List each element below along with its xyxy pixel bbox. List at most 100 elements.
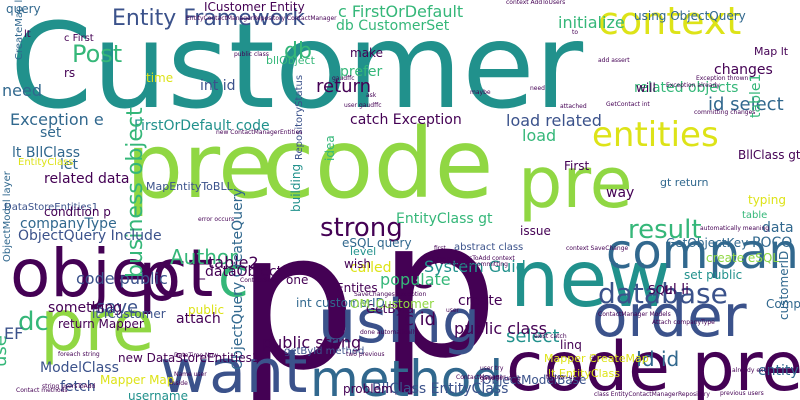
word-first: First	[564, 159, 590, 173]
word-set: set	[40, 125, 62, 141]
word-objectquery-createquery: ObjectQuery CreateQuery	[230, 188, 246, 370]
word-ef: EF	[4, 324, 23, 343]
word-int-customerid: int customerID	[296, 296, 385, 310]
word-object: object	[10, 235, 213, 312]
word-data: data	[762, 220, 794, 236]
word-c: c	[218, 245, 249, 310]
word-companyid: CompanyID	[766, 297, 800, 311]
word-pre: pre	[40, 285, 155, 367]
word-contactsave: ContactSave	[240, 277, 278, 284]
word-public-class: public class	[454, 319, 547, 338]
word-abstract-class: abstract class	[454, 242, 523, 253]
word-order: order	[592, 282, 747, 350]
word-strong: strong	[320, 213, 403, 243]
word-one: one	[286, 273, 308, 287]
word-c-id: c id	[404, 309, 436, 330]
word-p: p	[236, 191, 357, 400]
word-select: select	[506, 326, 559, 347]
word-dataobject: _dataObject	[197, 264, 283, 280]
word-modelclass: ModelClass	[40, 360, 119, 376]
word-method: method	[310, 350, 503, 400]
word-called: called	[350, 260, 392, 276]
word-firstordefault-code: FirstOrDefault code	[134, 118, 270, 134]
word-entityclass: EntityClass	[18, 157, 74, 168]
word-database: database	[598, 277, 728, 310]
word-class-entitycontactmanagerrepository: class EntityContactManagerRepository	[594, 391, 710, 398]
word-using: using	[318, 287, 480, 357]
word-gaudffc-using: gaudffc using	[480, 375, 521, 382]
word-code: code	[262, 108, 494, 220]
word-new-contactmanagerentities: new ContactManagerEntities	[216, 129, 302, 136]
word-level: level	[350, 245, 376, 258]
word-c-firstordefault: c FirstOrDefault	[338, 2, 463, 21]
word-idea: idea	[323, 135, 337, 161]
word-getobjectkey: GetObjectKey	[666, 236, 748, 250]
word-entity: entity	[758, 363, 799, 379]
word-sql: SQL	[648, 283, 672, 297]
word-problem: problem	[343, 382, 393, 396]
word-context-savechange: context SaveChange	[566, 245, 629, 252]
word-prefer: prefer	[340, 64, 382, 80]
word-changes: changes	[714, 62, 773, 78]
word-userstoadd-context: usersToAdd context	[456, 255, 515, 262]
word-committing-changes: committing changes	[694, 109, 755, 116]
word-table1: table1	[748, 74, 764, 118]
word-entites: Entites	[336, 281, 378, 295]
word-p: p	[378, 179, 499, 400]
word-return: return	[316, 76, 371, 97]
word-table: table	[742, 210, 767, 221]
word-bllclass-gt: BllClass gt	[738, 148, 800, 162]
word-getbyid-method: getById method	[284, 346, 364, 357]
word-attached: attached	[560, 103, 587, 110]
word-attach-companytype: Attach companyType	[652, 319, 715, 326]
word-username: username	[128, 389, 188, 400]
word-load-related: load related	[506, 111, 602, 130]
word-way: way	[606, 185, 634, 201]
word-new-datastoreentities1: new DataStoreEntities1	[118, 351, 260, 365]
word-customerid: customerID	[777, 251, 791, 320]
word-set-public: set public	[684, 268, 742, 282]
word-p: p	[138, 238, 181, 317]
word-thrown-user: thrown user	[546, 374, 582, 381]
word-entities: entities	[592, 115, 719, 155]
word-savechanges-exception: SaveChanges Exception	[354, 291, 426, 298]
word-mapentitytobll: MapEntityToBLL	[146, 180, 234, 193]
word-related-data: related data	[44, 171, 130, 187]
word-wish: wish	[344, 257, 371, 271]
word-code-pre: code pre	[506, 328, 800, 400]
word-exception-thrown: Exception thrown	[696, 75, 749, 82]
word-new: new	[510, 235, 671, 325]
word-want: want	[160, 337, 307, 400]
word-int-id: int id	[200, 78, 235, 94]
word-exist-catch: exist catch	[534, 333, 567, 340]
word-something: something	[48, 300, 122, 316]
word-gaudffc: gaudffc	[332, 75, 355, 82]
word-two-previous: two previous	[346, 351, 385, 358]
word-bllclass-entityclass: BllClass EntityClass	[372, 381, 508, 397]
word-repositorystatus: RepositoryStatus	[294, 75, 305, 160]
word-linq: linq	[560, 338, 582, 352]
word-will: will	[636, 81, 656, 95]
word-create: create	[458, 293, 502, 309]
word-mapper-createmap: Mapper CreateMap	[544, 352, 649, 365]
word-add-assert: add assert	[598, 57, 630, 64]
word-use: use	[0, 335, 11, 367]
word-company: company	[606, 224, 800, 280]
word-entitycontactmanagerrepository-contactmanager: EntityContactManagerRepository ContactMa…	[186, 15, 337, 22]
word-building: building	[289, 164, 303, 212]
word-inside: inside	[170, 380, 188, 387]
word-exception-e: Exception e	[10, 110, 104, 129]
word-exception-already: Exception already	[666, 82, 720, 89]
word-string-userstoadd: string usersToAdd	[42, 383, 95, 390]
word-contactmanager-models: ContactManager Models	[598, 311, 671, 318]
word-catch-exception: catch Exception	[350, 112, 462, 128]
word-entityclass-gt: EntityClass gt	[396, 211, 493, 227]
word-code-public: code public	[76, 269, 168, 288]
word-query: query	[6, 2, 41, 16]
word-user: user	[446, 307, 460, 314]
word-occurs-committing: occurs committing	[452, 261, 508, 268]
word-bllobject: bllObject	[266, 54, 316, 67]
word-result: result	[628, 215, 702, 245]
